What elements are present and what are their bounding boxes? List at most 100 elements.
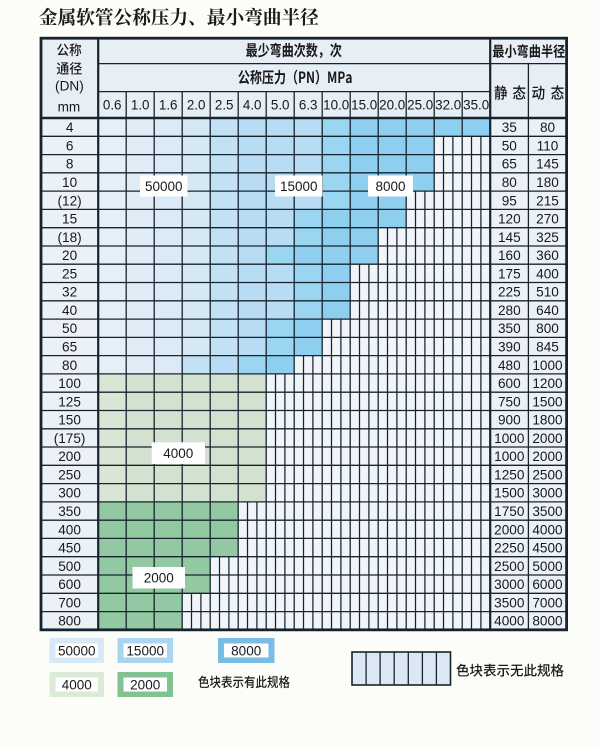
svg-text:2000: 2000 (494, 522, 525, 537)
svg-text:6: 6 (66, 138, 74, 153)
svg-text:510: 510 (536, 285, 559, 300)
svg-text:0.6: 0.6 (103, 98, 122, 113)
svg-text:1.6: 1.6 (159, 98, 178, 113)
svg-text:15000: 15000 (126, 643, 164, 658)
svg-text:95: 95 (502, 193, 517, 208)
svg-text:1000: 1000 (532, 358, 563, 373)
svg-text:845: 845 (536, 340, 559, 355)
svg-text:2.5: 2.5 (215, 98, 234, 113)
svg-text:15.0: 15.0 (351, 98, 377, 113)
svg-text:5000: 5000 (532, 559, 563, 574)
svg-text:25.0: 25.0 (407, 98, 433, 113)
svg-text:3500: 3500 (532, 504, 563, 519)
svg-text:50000: 50000 (145, 179, 183, 194)
svg-text:125: 125 (58, 394, 81, 409)
svg-text:2000: 2000 (144, 571, 174, 586)
svg-text:6000: 6000 (532, 577, 563, 592)
svg-text:4000: 4000 (532, 522, 563, 537)
svg-text:1250: 1250 (494, 468, 525, 483)
svg-text:270: 270 (536, 212, 559, 227)
svg-text:35.0: 35.0 (463, 98, 489, 113)
svg-text:8000: 8000 (375, 179, 405, 194)
svg-text:4.0: 4.0 (243, 98, 262, 113)
svg-text:2500: 2500 (494, 559, 525, 574)
svg-text:2000: 2000 (130, 677, 160, 692)
svg-text:900: 900 (498, 413, 521, 428)
svg-text:mm: mm (58, 100, 81, 115)
svg-text:100: 100 (58, 376, 81, 391)
svg-text:40: 40 (62, 303, 78, 318)
svg-text:160: 160 (498, 248, 521, 263)
svg-text:5.0: 5.0 (271, 98, 290, 113)
svg-text:4000: 4000 (163, 446, 193, 461)
svg-text:2500: 2500 (532, 468, 563, 483)
svg-text:50: 50 (62, 321, 78, 336)
svg-text:4000: 4000 (62, 677, 92, 692)
svg-text:80: 80 (502, 175, 518, 190)
svg-text:500: 500 (58, 559, 81, 574)
svg-text:800: 800 (536, 321, 559, 336)
svg-text:1000: 1000 (494, 449, 525, 464)
svg-text:35: 35 (502, 120, 517, 135)
svg-text:750: 750 (498, 394, 521, 409)
svg-text:800: 800 (58, 614, 81, 629)
svg-text:300: 300 (58, 486, 81, 501)
svg-text:8000: 8000 (532, 614, 563, 629)
svg-text:640: 640 (536, 303, 559, 318)
svg-text:80: 80 (540, 120, 556, 135)
svg-text:(DN): (DN) (55, 79, 84, 94)
svg-text:700: 700 (58, 595, 81, 610)
svg-text:280: 280 (498, 303, 521, 318)
svg-text:400: 400 (536, 266, 559, 281)
svg-text:1200: 1200 (532, 376, 563, 391)
svg-text:200: 200 (58, 449, 81, 464)
svg-text:325: 325 (536, 230, 559, 245)
svg-text:8000: 8000 (231, 643, 261, 658)
svg-text:390: 390 (498, 340, 521, 355)
svg-text:250: 250 (58, 468, 81, 483)
svg-text:2000: 2000 (532, 431, 563, 446)
svg-text:65: 65 (62, 340, 77, 355)
svg-text:20.0: 20.0 (379, 98, 405, 113)
svg-text:600: 600 (498, 376, 521, 391)
svg-text:350: 350 (498, 321, 521, 336)
svg-text:150: 150 (58, 413, 81, 428)
svg-text:32: 32 (62, 285, 77, 300)
svg-text:10.0: 10.0 (323, 98, 349, 113)
svg-text:180: 180 (536, 175, 559, 190)
svg-text:2000: 2000 (532, 449, 563, 464)
svg-text:10: 10 (62, 175, 78, 190)
svg-text:15: 15 (62, 212, 77, 227)
svg-text:65: 65 (502, 157, 517, 172)
svg-text:360: 360 (536, 248, 559, 263)
svg-text:20: 20 (62, 248, 78, 263)
svg-text:25: 25 (62, 266, 77, 281)
svg-text:1.0: 1.0 (131, 98, 150, 113)
svg-text:4: 4 (66, 120, 74, 135)
svg-text:2.0: 2.0 (187, 98, 206, 113)
svg-text:175: 175 (498, 266, 521, 281)
svg-text:215: 215 (536, 193, 559, 208)
svg-text:1500: 1500 (532, 394, 563, 409)
svg-text:145: 145 (536, 157, 559, 172)
svg-text:1800: 1800 (532, 413, 563, 428)
svg-text:350: 350 (58, 504, 81, 519)
svg-text:4000: 4000 (494, 614, 525, 629)
svg-text:145: 145 (498, 230, 521, 245)
svg-text:1750: 1750 (494, 504, 525, 519)
svg-text:600: 600 (58, 577, 81, 592)
svg-text:3500: 3500 (494, 595, 525, 610)
svg-text:50000: 50000 (58, 643, 96, 658)
svg-text:(12): (12) (58, 193, 82, 208)
svg-text:1500: 1500 (494, 486, 525, 501)
svg-text:450: 450 (58, 541, 81, 556)
svg-text:120: 120 (498, 212, 521, 227)
svg-text:4500: 4500 (532, 541, 563, 556)
svg-text:3000: 3000 (532, 486, 563, 501)
svg-text:32.0: 32.0 (435, 98, 461, 113)
svg-text:(175): (175) (54, 431, 86, 446)
svg-text:80: 80 (62, 358, 78, 373)
svg-text:225: 225 (498, 285, 521, 300)
svg-text:110: 110 (537, 138, 559, 153)
svg-text:8: 8 (66, 157, 74, 172)
